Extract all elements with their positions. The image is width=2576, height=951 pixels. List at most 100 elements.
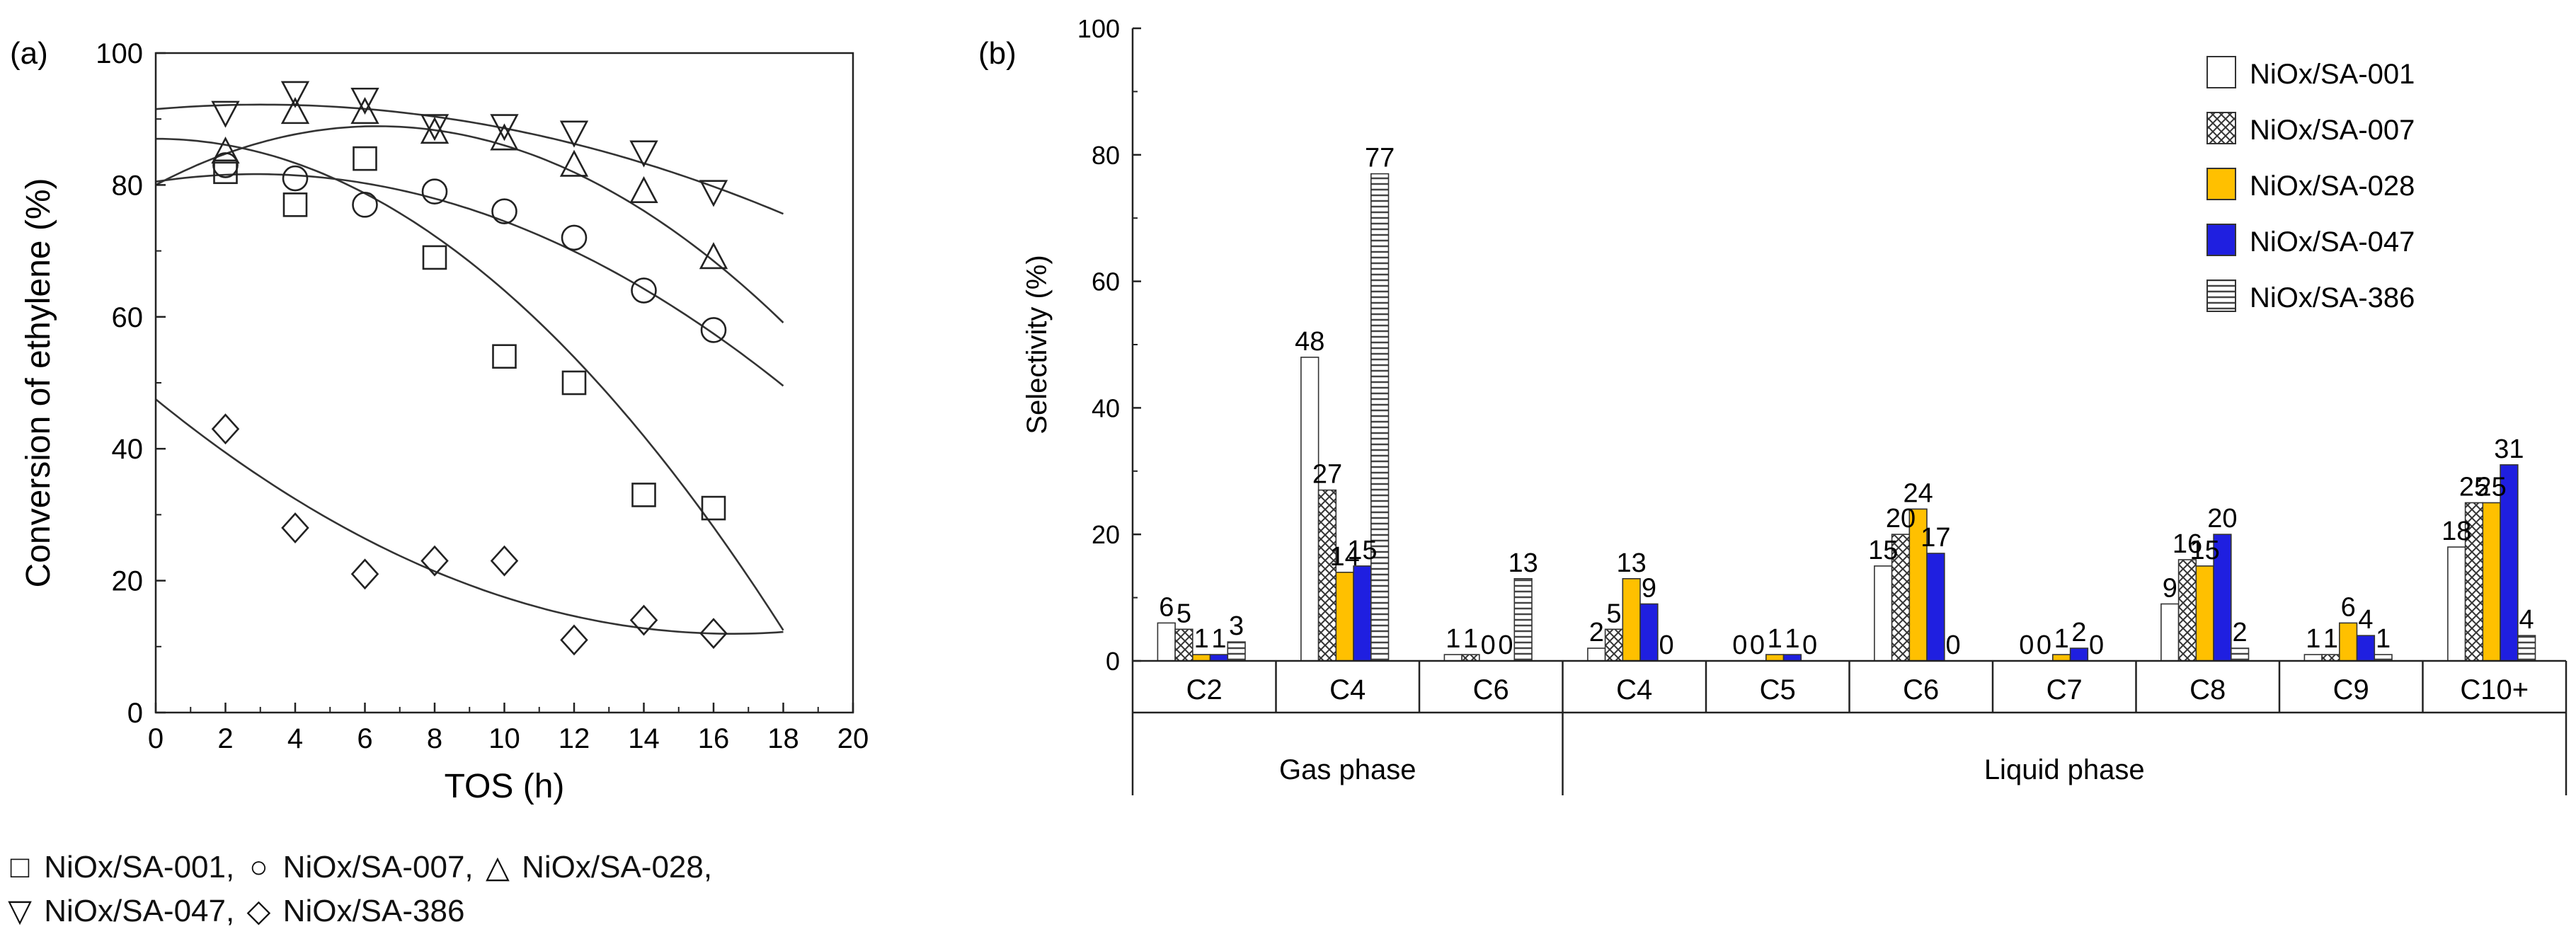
panel-b-category-label: C2: [1186, 674, 1223, 705]
bar-niox-sa-001: [2447, 546, 2466, 662]
legend-entry-label: NiOx/SA-386: [274, 894, 465, 928]
bar-niox-sa-001: [1587, 647, 1606, 662]
bar-value-label: 6: [2341, 592, 2356, 622]
data-point-square: [353, 146, 377, 171]
legend-swatch: [2206, 224, 2236, 256]
bar-value-label: 0: [1802, 630, 1817, 660]
bar-niox-sa-007: [1604, 628, 1624, 662]
bar-value-label: 14: [1330, 542, 1360, 572]
legend-entry-label: NiOx/SA-007: [2250, 115, 2415, 146]
panel-b-category-label: C6: [1473, 674, 1509, 705]
bar-value-label: 1: [1463, 624, 1478, 654]
data-point-triangle-down: [280, 81, 310, 108]
panel-a-y-tick-label: 20: [112, 566, 144, 597]
data-point-diamond: [490, 545, 519, 577]
bar-niox-sa-001: [1874, 565, 1893, 662]
bar-value-label: 25: [2477, 473, 2507, 502]
data-point-triangle-up: [211, 137, 240, 164]
legend-swatch: [2206, 168, 2236, 200]
data-point-triangle-up: [350, 97, 379, 125]
legend-marker-icon: ▽: [8, 894, 32, 928]
bar-value-label: 0: [2037, 630, 2051, 660]
bar-value-label: 1: [2306, 624, 2320, 654]
bar-value-label: 15: [1868, 536, 1898, 565]
bar-value-label: 1: [2323, 624, 2338, 654]
data-point-circle: [282, 165, 309, 192]
bar-value-label: 15: [1347, 536, 1377, 565]
data-point-square: [561, 370, 587, 396]
panel-b-group-label: Gas phase: [1279, 754, 1416, 785]
panel-a-fit-curves: [155, 103, 784, 635]
bar-niox-sa-007: [2177, 559, 2197, 662]
bar-value-label: 27: [1312, 460, 1342, 490]
bar-value-label: 24: [1904, 478, 1933, 508]
fit-curve-niox-sa-007: [155, 173, 784, 387]
panel-b-legend: NiOx/SA-001 NiOx/SA-007 NiOx/SA-028 NiOx/SA…: [2206, 56, 2415, 313]
panel-a-conversion-chart: (a) 0 2 4 6 8 10 12 14 16 18 20 0 20 40 60 80 100 TOS (h…: [10, 36, 869, 805]
data-point-diamond: [281, 512, 309, 543]
bar-value-label: 2: [1589, 618, 1604, 647]
data-point-square: [213, 159, 238, 185]
panel-a-data-points: [211, 81, 728, 656]
bar-value-label: 25: [2459, 473, 2489, 502]
bar-value-label: 4: [2519, 605, 2534, 635]
panel-b-category-label: C6: [1903, 674, 1939, 705]
bar-value-label: 6: [1159, 592, 1174, 622]
data-point-square: [282, 192, 308, 217]
panel-b-category-label: C5: [1760, 674, 1796, 705]
bar-niox-sa-047: [2069, 647, 2089, 662]
bar-niox-sa-047: [1782, 654, 1802, 662]
bar-niox-sa-001: [1443, 654, 1462, 662]
data-point-triangle-up: [699, 242, 728, 270]
legend-swatch: [2206, 56, 2236, 88]
bar-niox-sa-007: [1461, 654, 1480, 662]
bar-niox-sa-028: [1335, 571, 1354, 662]
panel-b-y-axis-title: Selectivity (%): [1021, 255, 1053, 434]
bar-niox-sa-007: [2321, 654, 2340, 662]
bar-value-label: 13: [1617, 548, 1647, 578]
panel-a-x-tick-label: 18: [767, 723, 799, 754]
data-point-diamond: [629, 604, 658, 636]
data-point-circle: [352, 192, 378, 218]
panel-b-label: (b): [978, 36, 1017, 71]
bar-value-label: 4: [2358, 605, 2373, 635]
bar-niox-sa-047: [1209, 654, 1229, 662]
panel-b-category-label: C4: [1329, 674, 1366, 705]
bar-niox-sa-001: [2303, 654, 2323, 662]
panel-a-x-tick-label: 12: [559, 723, 590, 754]
legend-entry-label: NiOx/SA-028,: [513, 850, 713, 884]
legend-entry-label: NiOx/SA-386: [2250, 282, 2415, 313]
data-point-triangle-down: [211, 100, 240, 128]
panel-a-y-tick-label: 60: [112, 302, 144, 333]
legend-marker-icon: □: [10, 850, 30, 884]
legend-entry-label: NiOx/SA-007,: [274, 850, 482, 884]
bar-niox-sa-028: [2195, 565, 2214, 662]
panel-a-x-tick-label: 10: [488, 723, 520, 754]
bar-niox-sa-028: [1908, 508, 1928, 662]
bar-value-label: 1: [2376, 624, 2391, 654]
panel-b-category-label: C7: [2047, 674, 2083, 705]
data-point-triangle-down: [699, 180, 728, 207]
bar-value-label: 3: [1229, 611, 1244, 641]
panel-a-y-tick-label: 80: [112, 170, 144, 201]
panel-a-x-tick-label: 0: [148, 723, 164, 754]
data-point-circle: [212, 152, 239, 178]
bar-value-label: 48: [1295, 327, 1324, 357]
bar-value-label: 0: [2089, 630, 2104, 660]
data-point-triangle-up: [280, 97, 310, 125]
legend-swatch: [2206, 279, 2236, 312]
bar-niox-sa-386: [2231, 647, 2250, 662]
data-point-triangle-down: [350, 87, 379, 115]
bar-value-label: 1: [2054, 624, 2069, 654]
panel-b-category-label: C10+: [2460, 674, 2529, 705]
bar-niox-sa-001: [2160, 603, 2180, 662]
data-point-circle: [561, 224, 588, 251]
bar-value-label: 5: [1606, 599, 1621, 628]
panel-b-y-tick-label: 60: [1092, 267, 1120, 296]
panel-b-category-label: C9: [2333, 674, 2369, 705]
panel-a-x-tick-label: 6: [357, 723, 372, 754]
data-point-circle: [700, 317, 727, 343]
panel-a-x-tick-label: 14: [628, 723, 660, 754]
